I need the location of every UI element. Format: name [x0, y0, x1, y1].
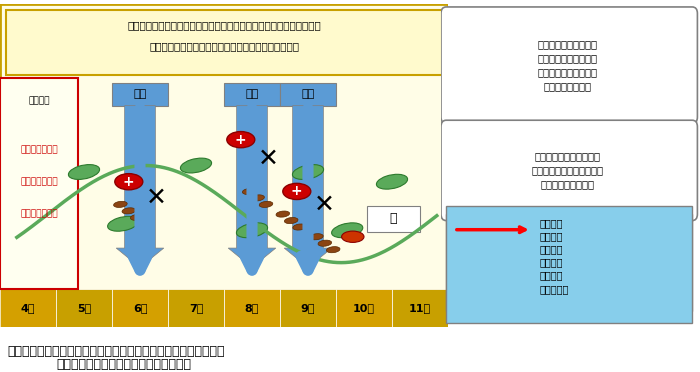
- Text: +: +: [291, 185, 302, 198]
- Text: +: +: [235, 133, 246, 147]
- Text: 10月: 10月: [353, 303, 375, 313]
- Text: ✕: ✕: [314, 192, 335, 217]
- FancyBboxPatch shape: [280, 289, 336, 327]
- Text: 先端だけ
の散布で
は株全体
は枯れず
に生育し
てしまう。: 先端だけ の散布で は株全体 は枯れず に生育し てしまう。: [540, 218, 569, 294]
- Text: 9月: 9月: [301, 303, 315, 313]
- FancyBboxPatch shape: [224, 289, 280, 327]
- FancyArrow shape: [116, 106, 164, 267]
- Ellipse shape: [293, 224, 307, 230]
- Ellipse shape: [237, 223, 267, 238]
- Text: 7月: 7月: [189, 303, 203, 313]
- Ellipse shape: [309, 234, 323, 240]
- FancyBboxPatch shape: [446, 206, 692, 323]
- Text: （防除時期の矢印は温暮地の例を示す）: （防除時期の矢印は温暮地の例を示す）: [56, 358, 191, 371]
- FancyBboxPatch shape: [0, 4, 448, 327]
- Ellipse shape: [69, 164, 99, 179]
- FancyArrow shape: [228, 106, 276, 267]
- FancyBboxPatch shape: [168, 289, 224, 327]
- Ellipse shape: [108, 217, 139, 231]
- Text: 温暖地では６月上旬から警戒し、帰化アサガオ類が発生していたら、: 温暖地では６月上旬から警戒し、帰化アサガオ類が発生していたら、: [127, 20, 321, 30]
- Circle shape: [227, 132, 255, 148]
- Ellipse shape: [276, 211, 290, 217]
- Text: ✕: ✕: [146, 186, 167, 210]
- Text: +: +: [123, 175, 134, 189]
- FancyArrow shape: [284, 106, 332, 267]
- Text: 図１．帰化アサガオ類の圃場内侵入を防止する圃場周辺管理技術: 図１．帰化アサガオ類の圃場内侵入を防止する圃場周辺管理技術: [7, 345, 225, 358]
- Text: 6月: 6月: [133, 303, 147, 313]
- Ellipse shape: [251, 195, 265, 201]
- FancyBboxPatch shape: [367, 206, 420, 232]
- FancyBboxPatch shape: [336, 289, 392, 327]
- Ellipse shape: [342, 231, 364, 243]
- Ellipse shape: [242, 188, 256, 195]
- Circle shape: [283, 183, 311, 199]
- FancyBboxPatch shape: [392, 289, 448, 327]
- FancyBboxPatch shape: [441, 7, 697, 124]
- Text: 11月: 11月: [409, 303, 431, 313]
- Text: 5月: 5月: [77, 303, 91, 313]
- FancyBboxPatch shape: [441, 120, 697, 221]
- Text: 防除: 防除: [134, 89, 146, 99]
- Text: 防除: 防除: [302, 89, 314, 99]
- Text: 除草剤による防除では、
グルホシネート剤を株元ま
で十分に散布する。: 除草剤による防除では、 グルホシネート剤を株元ま で十分に散布する。: [532, 151, 604, 189]
- Text: 種子生産を防ぐ: 種子生産を防ぐ: [20, 209, 58, 219]
- FancyBboxPatch shape: [280, 83, 336, 106]
- Text: 防除: 防除: [246, 89, 258, 99]
- Ellipse shape: [377, 174, 407, 189]
- FancyBboxPatch shape: [446, 214, 692, 311]
- Text: 8月: 8月: [245, 303, 259, 313]
- Text: ✕: ✕: [258, 147, 279, 171]
- Ellipse shape: [113, 201, 127, 208]
- FancyBboxPatch shape: [112, 289, 168, 327]
- Text: 速やかに防除し: 速やかに防除し: [20, 177, 58, 186]
- Ellipse shape: [318, 240, 332, 246]
- FancyBboxPatch shape: [112, 83, 168, 106]
- Ellipse shape: [332, 223, 363, 238]
- Text: [植物写真]: [植物写真]: [550, 258, 586, 267]
- Ellipse shape: [293, 164, 323, 179]
- Text: 霜: 霜: [389, 212, 397, 225]
- Ellipse shape: [181, 158, 211, 173]
- Circle shape: [115, 174, 143, 190]
- FancyBboxPatch shape: [0, 78, 78, 289]
- Text: ６月上旬、８月中旬、９月下旬の３回は必ず防除する: ６月上旬、８月中旬、９月下旬の３回は必ず防除する: [149, 41, 299, 51]
- Ellipse shape: [122, 208, 136, 214]
- FancyBboxPatch shape: [6, 10, 442, 75]
- Ellipse shape: [284, 218, 298, 224]
- FancyBboxPatch shape: [0, 289, 56, 327]
- Ellipse shape: [259, 201, 273, 208]
- Text: 「基本」: 「基本」: [29, 96, 50, 105]
- Ellipse shape: [326, 247, 340, 253]
- FancyBboxPatch shape: [224, 83, 280, 106]
- Text: 刈り取り等による防除
では、節を残さない。
抜き取った株を圃場周
辺に放置しない。: 刈り取り等による防除 では、節を残さない。 抜き取った株を圃場周 辺に放置しない…: [538, 39, 598, 91]
- Text: 開花時期ごとに: 開花時期ごとに: [20, 145, 58, 154]
- FancyBboxPatch shape: [56, 289, 112, 327]
- Ellipse shape: [130, 214, 144, 220]
- Text: 4月: 4月: [21, 303, 35, 313]
